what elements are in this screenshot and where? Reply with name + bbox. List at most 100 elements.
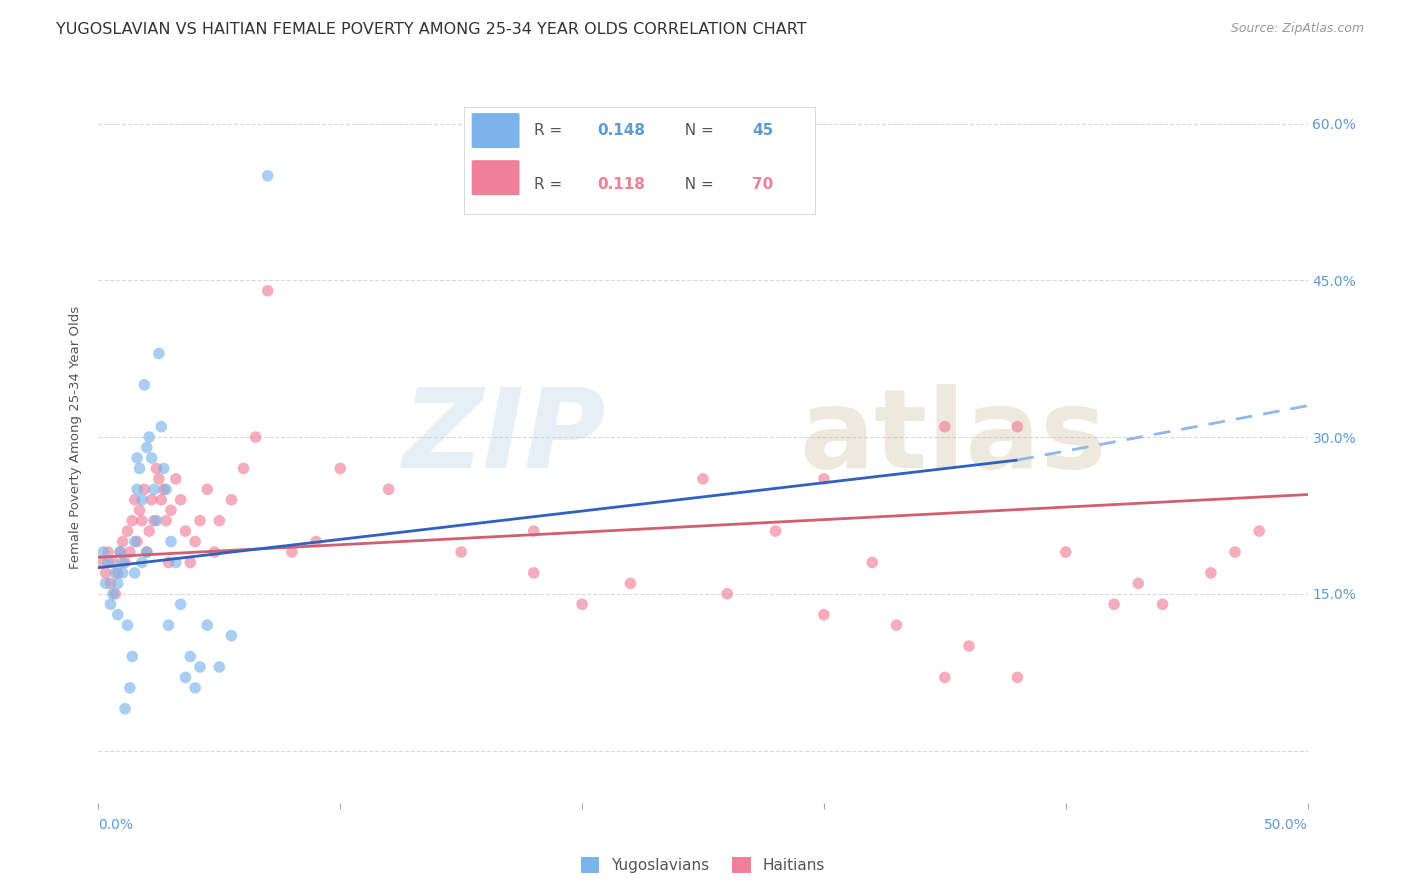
Point [184, 681, 207, 695]
Point [100, 597, 122, 611]
Point [148, 346, 170, 360]
Point [135, 441, 157, 455]
Point [155, 483, 177, 497]
Point [204, 545, 226, 559]
Point [134, 483, 156, 497]
Point [221, 629, 243, 643]
Point [111, 534, 134, 549]
Point [127, 534, 149, 549]
Point [141, 492, 163, 507]
Point [716, 587, 738, 601]
Point [377, 483, 399, 497]
Point [117, 524, 139, 538]
Point [221, 492, 243, 507]
Point [150, 419, 173, 434]
Point [232, 461, 254, 475]
Text: YUGOSLAVIAN VS HAITIAN FEMALE POVERTY AMONG 25-34 YEAR OLDS CORRELATION CHART: YUGOSLAVIAN VS HAITIAN FEMALE POVERTY AM… [56, 22, 807, 37]
Point [1199, 566, 1222, 580]
Text: N =: N = [675, 123, 718, 138]
Point [174, 670, 197, 684]
Point [150, 492, 173, 507]
Point [179, 556, 201, 570]
Point [281, 545, 304, 559]
Point [1007, 419, 1029, 434]
Point [152, 483, 174, 497]
Point [179, 649, 201, 664]
Point [765, 524, 787, 538]
Point [450, 545, 472, 559]
Point [160, 503, 183, 517]
Text: 0.148: 0.148 [598, 123, 645, 138]
Point [101, 587, 124, 601]
Point [184, 534, 207, 549]
Point [107, 576, 129, 591]
Point [118, 681, 141, 695]
Point [145, 514, 167, 528]
Point [152, 461, 174, 475]
Point [143, 514, 166, 528]
Point [111, 556, 134, 570]
Point [208, 514, 231, 528]
FancyBboxPatch shape [471, 112, 520, 149]
Point [127, 450, 149, 465]
Point [934, 419, 956, 434]
Point [107, 566, 129, 580]
Text: 70: 70 [752, 177, 773, 192]
Point [97, 556, 120, 570]
Point [256, 169, 278, 183]
Point [104, 587, 127, 601]
Point [121, 649, 143, 664]
Point [692, 472, 714, 486]
Point [135, 545, 157, 559]
Point [138, 524, 160, 538]
Point [127, 483, 149, 497]
Point [619, 576, 641, 591]
Point [148, 472, 170, 486]
Point [124, 492, 146, 507]
Point [117, 618, 139, 632]
Point [165, 556, 187, 570]
Point [174, 524, 197, 538]
Point [523, 524, 546, 538]
Point [1007, 670, 1029, 684]
Point [188, 660, 211, 674]
Point [141, 450, 163, 465]
Text: 45: 45 [752, 123, 773, 138]
Point [128, 503, 150, 517]
Y-axis label: Female Poverty Among 25-34 Year Olds: Female Poverty Among 25-34 Year Olds [69, 306, 83, 568]
Text: ZIP: ZIP [402, 384, 606, 491]
Point [813, 607, 835, 622]
Point [97, 545, 120, 559]
Point [157, 618, 180, 632]
Point [101, 556, 124, 570]
Point [107, 607, 129, 622]
Text: atlas: atlas [800, 384, 1107, 491]
Point [571, 597, 593, 611]
Point [957, 639, 980, 653]
Point [138, 430, 160, 444]
Point [124, 534, 146, 549]
Point [160, 534, 183, 549]
Text: 0.0%: 0.0% [98, 819, 134, 832]
Point [523, 566, 546, 580]
Point [245, 430, 267, 444]
Point [165, 472, 187, 486]
Point [118, 545, 141, 559]
Text: 0.118: 0.118 [598, 177, 645, 192]
Point [208, 660, 231, 674]
Point [169, 492, 191, 507]
Point [131, 514, 153, 528]
Point [813, 472, 835, 486]
Text: 50.0%: 50.0% [1264, 819, 1308, 832]
Point [91, 545, 114, 559]
Point [1249, 524, 1271, 538]
Point [1128, 576, 1150, 591]
Legend: Yugoslavians, Haitians: Yugoslavians, Haitians [575, 851, 831, 880]
Point [886, 618, 908, 632]
Point [94, 576, 117, 591]
Point [143, 483, 166, 497]
Point [134, 377, 156, 392]
Point [111, 566, 134, 580]
Point [1102, 597, 1125, 611]
Text: N =: N = [675, 177, 718, 192]
